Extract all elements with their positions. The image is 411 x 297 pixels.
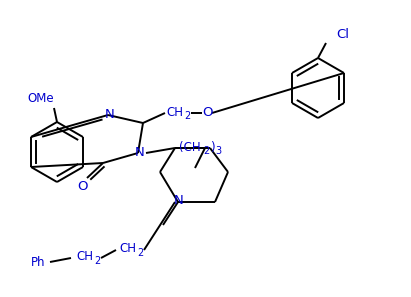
Text: O: O bbox=[77, 179, 87, 192]
Text: Cl: Cl bbox=[336, 29, 349, 42]
Text: OMe: OMe bbox=[28, 91, 54, 105]
Text: CH: CH bbox=[120, 242, 136, 255]
Text: (CH: (CH bbox=[179, 140, 201, 154]
Text: CH: CH bbox=[166, 105, 183, 119]
Text: 2: 2 bbox=[94, 256, 100, 266]
Text: 3: 3 bbox=[215, 146, 221, 156]
Text: 2: 2 bbox=[184, 111, 190, 121]
Text: 2: 2 bbox=[137, 248, 143, 258]
Text: O: O bbox=[202, 105, 212, 119]
Text: N: N bbox=[174, 195, 184, 208]
Text: 2: 2 bbox=[203, 146, 209, 156]
Text: ): ) bbox=[210, 140, 214, 154]
Text: N: N bbox=[135, 146, 145, 159]
Text: Ph: Ph bbox=[31, 255, 45, 268]
Text: N: N bbox=[105, 108, 115, 121]
Text: CH: CH bbox=[76, 250, 93, 263]
